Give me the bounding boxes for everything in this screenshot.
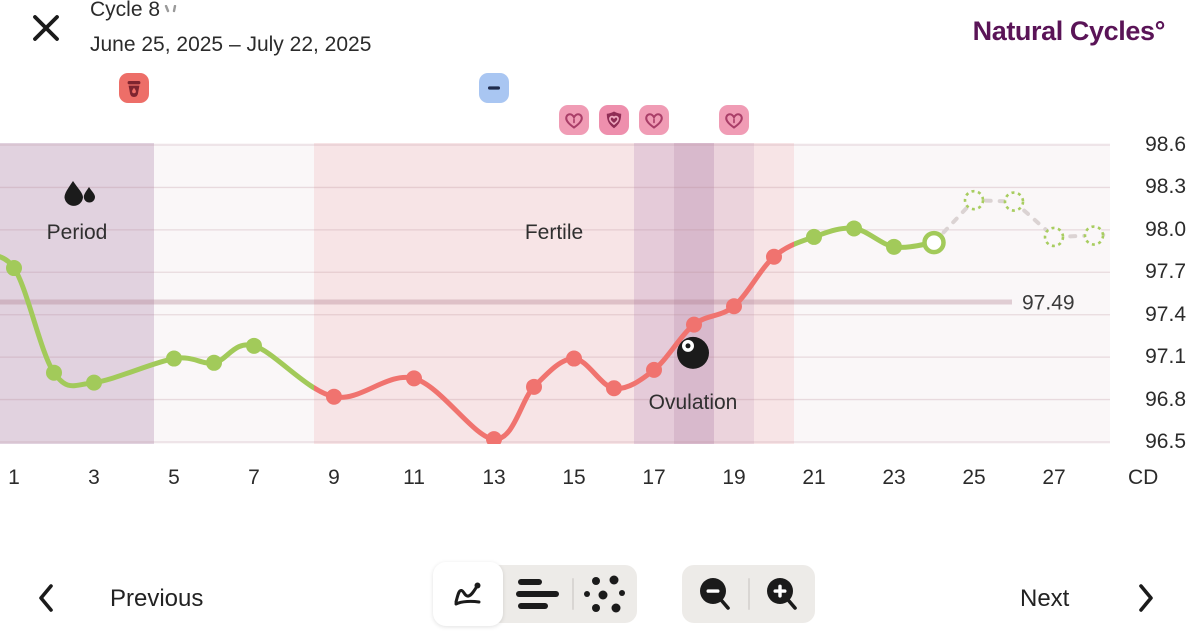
temperature-point-cd6[interactable] [206,354,222,371]
y-axis-tick: 96.8 [1145,388,1186,411]
x-axis-tick: 11 [403,466,425,489]
y-axis-tick: 97.4 [1145,303,1186,326]
sex-protected-icon[interactable] [599,105,629,135]
period-region-label: Period [47,221,108,244]
chart-type-bars-button[interactable] [505,565,571,623]
natural-cycles-logo: Natural Cycles° [972,16,1166,46]
temperature-point-cd7[interactable] [246,337,262,354]
x-axis-tick: 19 [722,466,746,489]
ovulation-marker-hole-center [685,343,691,349]
region-ovulation-day [674,143,714,444]
temperature-point-cd14[interactable] [526,378,542,395]
y-axis-tick: 98.6 [1145,133,1186,156]
temperature-point-cd15[interactable] [566,350,582,367]
temperature-line-green [0,254,314,391]
y-axis-tick: 97.1 [1145,345,1186,368]
x-axis-unit-label: CD [1128,466,1159,489]
temperature-point-cd3[interactable] [86,374,102,391]
period-drops-icon [64,181,95,206]
predicted-point-cd27 [1043,226,1065,248]
x-axis-tick: 5 [168,466,180,489]
scatter-chart-icon [584,575,625,613]
temperature-point-cd20[interactable] [766,248,782,265]
chart-type-scatter-button[interactable] [575,565,637,623]
zoom-controls [682,565,815,623]
temperature-point-cd13[interactable] [486,431,502,444]
temperature-point-cd18[interactable] [686,316,702,333]
region-pre-fertile [154,143,314,444]
x-axis-tick: 25 [962,466,986,489]
temperature-point-cd2[interactable] [46,364,62,381]
ovulation-marker [677,336,709,369]
temperature-line-red [314,241,794,442]
ovulation-label: Ovulation [649,391,738,414]
temperature-point-cd11[interactable] [406,370,422,387]
y-axis-tick: 97.7 [1145,260,1186,283]
temperature-point-cd23[interactable] [886,238,902,255]
temperature-point-cd9[interactable] [326,388,342,405]
sex-icon[interactable] [559,105,589,135]
x-axis-tick: 9 [328,466,340,489]
coverline-value-label: 97.49 [1022,291,1075,314]
zoom-out-icon [700,578,730,610]
page-title: Cycle 8 [90,0,161,21]
next-button[interactable]: Next [1020,585,1070,612]
selected-chart-type-highlight [433,562,503,626]
x-axis-tick: 15 [562,466,586,489]
y-axis-tick: 98.3 [1145,175,1186,198]
cropped-badge-artifact [160,0,188,18]
fertile-region-label: Fertile [525,221,583,244]
x-axis-tick: 1 [8,466,20,489]
x-axis-tick: 23 [882,466,906,489]
region-fertile-high [634,143,674,444]
segment-divider [748,578,750,610]
x-axis-tick: 17 [642,466,666,489]
x-axis-tick: 21 [802,466,826,489]
previous-chevron-icon[interactable] [36,582,56,614]
region-post-fertile [794,143,1110,444]
temperature-point-cd17[interactable] [646,361,662,378]
close-button[interactable] [30,12,62,44]
lh-test-negative-icon[interactable] [479,73,509,103]
cycle-temperature-chart[interactable]: 97.49 Period Fertile Ovulation [0,143,1110,444]
temperature-point-cd5[interactable] [166,350,182,367]
temperature-point-cd16[interactable] [606,380,622,397]
x-axis-tick: 13 [482,466,506,489]
x-axis-tick: 7 [248,466,260,489]
zoom-out-button[interactable] [682,565,748,623]
chart-type-line-button[interactable] [433,562,503,626]
chart-type-toggle [433,562,637,626]
temperature-point-cd19[interactable] [726,298,742,315]
sex-icon[interactable] [719,105,749,135]
predicted-point-cd26 [1003,191,1025,212]
x-axis-tick: 27 [1042,466,1066,489]
bar-chart-icon [516,579,559,609]
zoom-in-button[interactable] [749,565,815,623]
temperature-point-cd21[interactable] [806,228,822,245]
next-chevron-icon[interactable] [1136,582,1156,614]
temperature-point-open-cd24[interactable] [922,230,946,255]
predicted-point-cd25 [963,189,985,211]
cycle-header: Cycle 8 June 25, 2025 – July 22, 2025 [90,0,371,58]
x-axis-tick: 3 [88,466,100,489]
predicted-point-cd28 [1083,225,1105,246]
close-icon [33,15,59,41]
y-axis-tick: 98.0 [1145,218,1186,241]
y-axis-tick: 96.5 [1145,430,1186,453]
period-product-icon[interactable] [119,73,149,103]
line-chart-icon [454,582,481,606]
cycle-date-range: June 25, 2025 – July 22, 2025 [90,33,372,56]
previous-button[interactable]: Previous [110,585,204,612]
temperature-point-cd22[interactable] [846,220,862,237]
zoom-in-icon [767,578,797,610]
segment-divider [572,578,574,610]
temperature-point-cd1[interactable] [6,260,22,277]
sex-icon[interactable] [639,105,669,135]
